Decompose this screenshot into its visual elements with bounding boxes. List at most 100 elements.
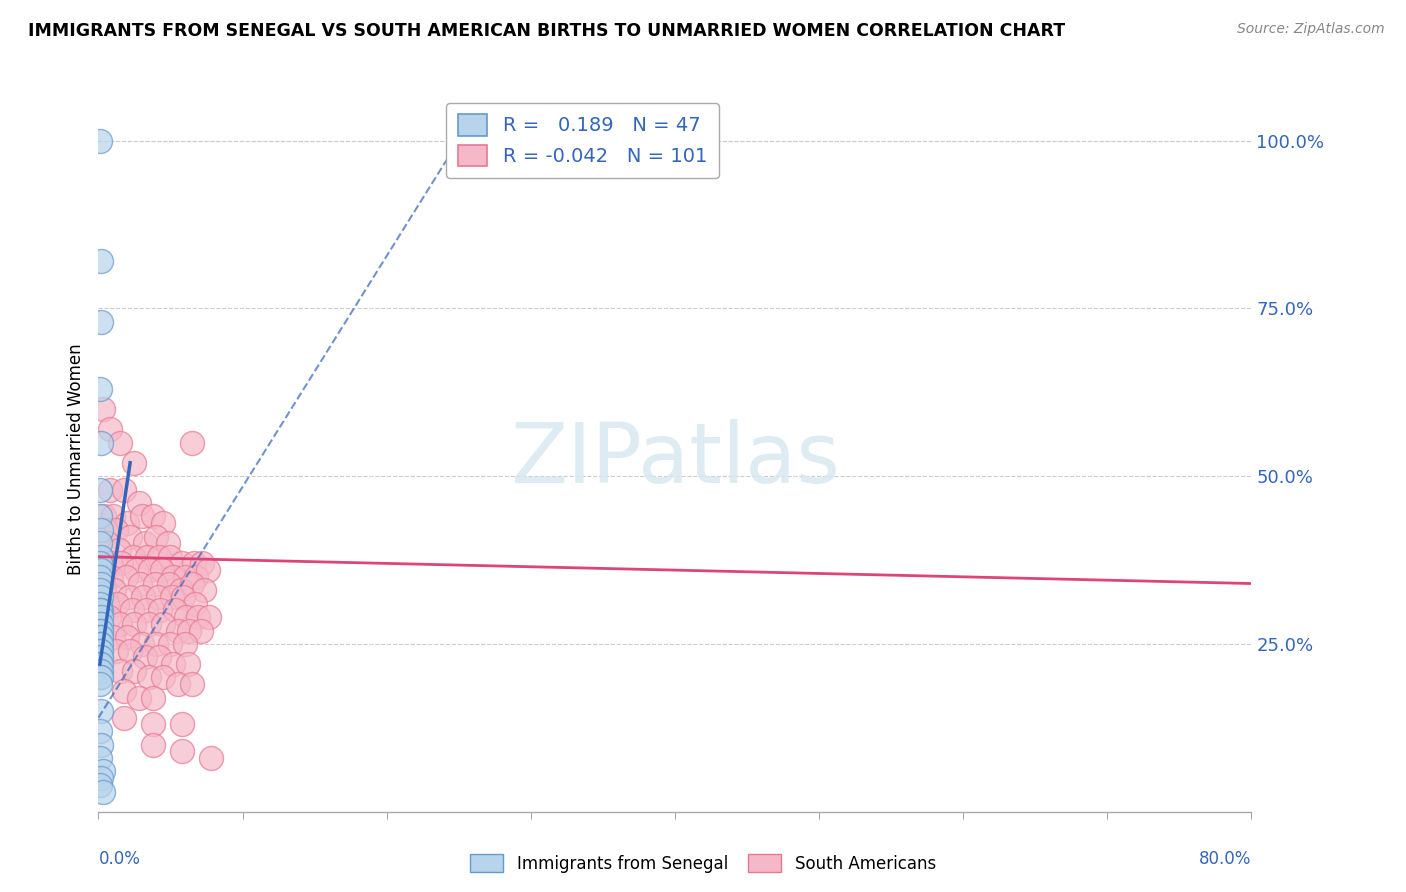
Point (120, 530, 142, 544)
Point (125, 563, 148, 577)
Point (122, 549, 145, 564)
Point (90, 523, 112, 537)
Point (90, 549, 112, 564)
Point (91, 570, 114, 584)
Point (89, 570, 111, 584)
Point (138, 671, 160, 685)
Text: Source: ZipAtlas.com: Source: ZipAtlas.com (1237, 22, 1385, 37)
Y-axis label: Births to Unmarried Women: Births to Unmarried Women (66, 343, 84, 575)
Point (166, 677, 188, 691)
Point (181, 677, 204, 691)
Point (90, 576, 112, 591)
Point (90, 643, 112, 657)
Point (145, 530, 167, 544)
Text: IMMIGRANTS FROM SENEGAL VS SOUTH AMERICAN BIRTHS TO UNMARRIED WOMEN CORRELATION : IMMIGRANTS FROM SENEGAL VS SOUTH AMERICA… (28, 22, 1066, 40)
Point (112, 684, 135, 698)
Point (105, 597, 128, 611)
Point (91, 402, 114, 417)
Point (90, 563, 112, 577)
Point (174, 637, 197, 651)
Point (90, 616, 112, 631)
Point (93, 509, 115, 524)
Point (198, 610, 221, 624)
Text: 80.0%: 80.0% (1199, 850, 1251, 869)
Point (169, 583, 191, 598)
Point (121, 603, 143, 617)
Point (124, 664, 146, 678)
Point (143, 576, 166, 591)
Point (90, 671, 112, 685)
Point (152, 616, 174, 631)
Point (159, 637, 181, 651)
Point (174, 570, 197, 584)
Point (135, 603, 157, 617)
Point (90, 603, 112, 617)
Point (90, 315, 112, 329)
Point (89, 483, 111, 497)
Point (134, 536, 156, 550)
Point (90, 704, 112, 718)
Point (89, 536, 111, 550)
Point (90, 624, 112, 638)
Point (142, 690, 165, 705)
Point (117, 630, 139, 644)
Point (90, 771, 112, 785)
Point (114, 570, 136, 584)
Point (96, 536, 118, 550)
Point (186, 570, 208, 584)
Point (191, 557, 214, 571)
Point (150, 563, 173, 577)
Point (170, 744, 193, 758)
Point (124, 456, 146, 470)
Point (89, 630, 111, 644)
Point (152, 516, 174, 530)
Point (136, 549, 159, 564)
Point (90, 630, 112, 644)
Point (181, 435, 204, 450)
Point (187, 610, 209, 624)
Point (124, 616, 146, 631)
Point (120, 643, 142, 657)
Point (142, 717, 165, 731)
Point (166, 624, 188, 638)
Point (97, 610, 120, 624)
Point (101, 630, 124, 644)
Point (128, 690, 150, 705)
Point (89, 597, 111, 611)
Point (104, 523, 127, 537)
Point (90, 630, 112, 644)
Point (152, 671, 174, 685)
Point (89, 751, 111, 765)
Point (89, 778, 111, 792)
Point (91, 764, 114, 779)
Point (103, 583, 125, 598)
Point (89, 643, 111, 657)
Point (110, 557, 132, 571)
Point (156, 536, 179, 550)
Point (128, 496, 150, 510)
Point (89, 616, 111, 631)
Point (160, 590, 183, 604)
Point (200, 751, 222, 765)
Point (148, 549, 170, 564)
Point (100, 570, 122, 584)
Point (117, 516, 139, 530)
Point (148, 650, 170, 665)
Point (96, 597, 118, 611)
Point (90, 664, 112, 678)
Point (170, 717, 193, 731)
Point (197, 563, 219, 577)
Point (157, 576, 180, 591)
Point (90, 254, 112, 268)
Point (90, 435, 112, 450)
Point (142, 738, 165, 752)
Point (89, 509, 111, 524)
Point (131, 509, 153, 524)
Point (131, 637, 153, 651)
Point (89, 134, 111, 148)
Point (170, 557, 193, 571)
Point (179, 624, 201, 638)
Point (89, 664, 111, 678)
Point (90, 650, 112, 665)
Point (91, 784, 114, 798)
